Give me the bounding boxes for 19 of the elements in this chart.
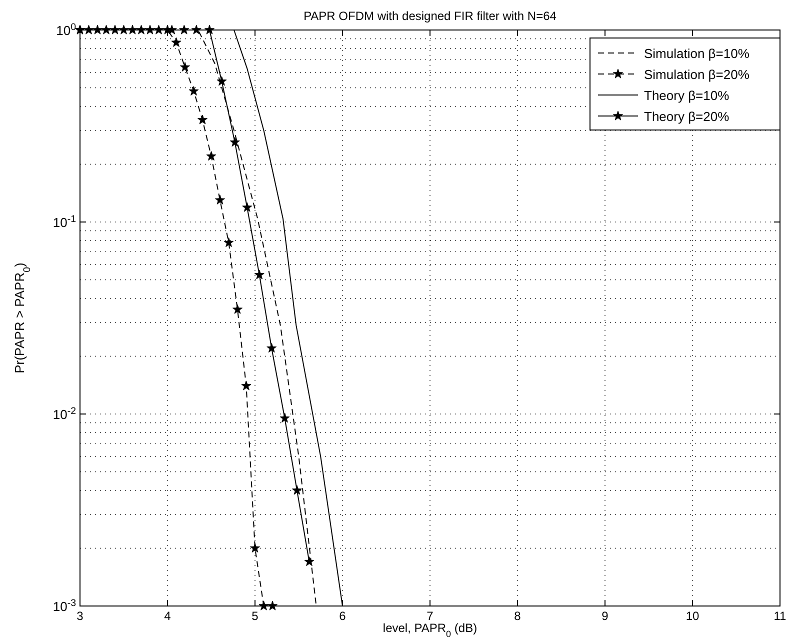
- x-tick-label: 3: [76, 609, 84, 623]
- legend-label: Simulation β=10%: [644, 46, 750, 61]
- x-tick-label: 8: [514, 609, 522, 623]
- y-tick-label: 10$^{-1}$: [52, 214, 76, 230]
- x-tick-label: 10: [686, 609, 700, 623]
- x-tick-label: 9: [602, 609, 609, 623]
- x-tick-label: 4: [164, 609, 172, 623]
- x-tick-label: 5: [252, 609, 259, 623]
- x-tick-label: 11: [774, 609, 787, 623]
- x-tick-label: 6: [339, 609, 346, 623]
- x-axis-title: level, PAPR$_{0}$ (dB): [382, 621, 478, 639]
- y-tick-label: 10$^{-2}$: [52, 406, 76, 422]
- y-tick-label: 10$^{-3}$: [52, 598, 76, 614]
- legend-label: Simulation β=20%: [644, 67, 750, 82]
- chart-title: PAPR OFDM with designed FIR filter with N=64: [304, 9, 557, 23]
- legend-label: Theory β=20%: [644, 109, 730, 124]
- legend-label: Theory β=10%: [644, 88, 730, 103]
- y-tick-label: 10$^{0}$: [56, 22, 77, 38]
- x-tick-label: 7: [426, 609, 434, 623]
